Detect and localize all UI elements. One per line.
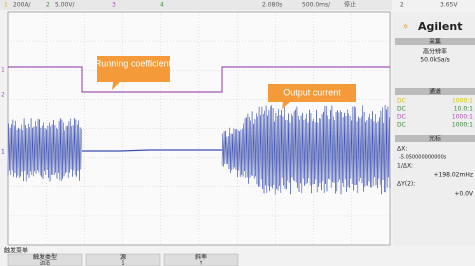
brand: Agilent [418, 20, 462, 33]
delta-x-label: ΔX: [397, 146, 407, 153]
annotation: Output current [283, 87, 341, 97]
delta-y-label: ΔY(2): [397, 181, 415, 188]
marker: 1 [1, 67, 5, 74]
section-title: 采集 [429, 38, 441, 46]
oscilloscope: 1 200A/ 2 5.00V/ 3 4 2.080s 500.0ms/ 停止 … [0, 0, 475, 266]
softkey-value: ↑ [199, 261, 203, 266]
channel-probe: 1000:1 [452, 114, 473, 121]
annotation: Running coefficient [95, 58, 172, 68]
section-title: 通道 [429, 88, 441, 96]
delta-x-value: -5.050000000000s [399, 155, 447, 161]
acquire-mode: 高分辨率 [423, 48, 447, 56]
sample-rate: 50.0kSa/s [420, 57, 449, 64]
time-scale: 500.0ms/ [302, 2, 331, 9]
channel-probe: 1000:1 [452, 122, 473, 129]
ch3-number: 3 [112, 2, 116, 9]
softkey-value: 边沿 [40, 260, 50, 266]
marker: 1 [1, 149, 5, 156]
menu-title: 触发菜单 [4, 247, 28, 255]
trigger-level: 3.65V [440, 2, 458, 9]
inv-delta-x-value: +198.02mHz [433, 172, 473, 179]
logo-star: ✲ [403, 24, 408, 31]
ch1-number: 1 [4, 2, 8, 9]
side-panel [393, 12, 475, 245]
channel-coupling: DC [397, 98, 406, 105]
ch2-number: 2 [46, 2, 50, 9]
status: 停止 [344, 1, 356, 9]
inv-delta-x-label: 1/ΔX: [397, 163, 413, 170]
section-title: 光标 [429, 135, 441, 143]
marker: 2 [1, 92, 5, 99]
channel-coupling: DC [397, 122, 406, 129]
channel-coupling: DC [397, 106, 406, 113]
channel-probe: 10.0:1 [454, 106, 473, 113]
ch2-scale: 5.00V/ [55, 2, 75, 9]
time-position: 2.080s [262, 2, 282, 9]
delta-y-value: +0.0V [454, 191, 474, 198]
trigger-source: 2 [400, 2, 404, 9]
softkey-value: 1 [121, 261, 124, 266]
ch4-number: 4 [160, 2, 164, 9]
ch1-scale: 200A/ [13, 2, 32, 9]
channel-probe: 1000:1 [452, 98, 473, 105]
channel-coupling: DC [397, 114, 406, 121]
